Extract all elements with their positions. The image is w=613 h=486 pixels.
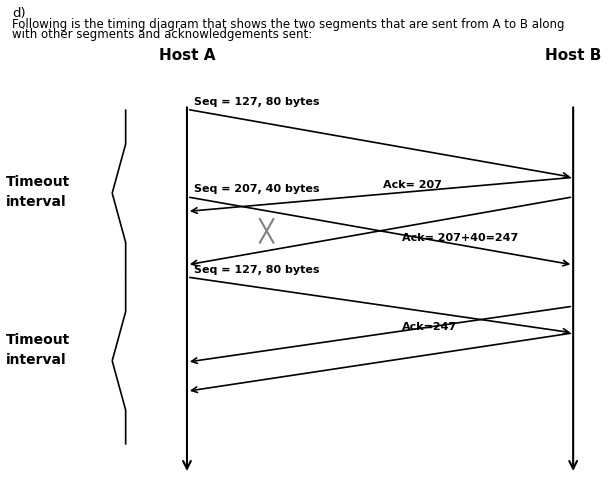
Text: Seq = 127, 80 bytes: Seq = 127, 80 bytes bbox=[194, 97, 320, 107]
Text: Timeout
interval: Timeout interval bbox=[6, 175, 70, 208]
Text: Following is the timing diagram that shows the two segments that are sent from A: Following is the timing diagram that sho… bbox=[12, 18, 565, 31]
Text: Ack= 207: Ack= 207 bbox=[383, 179, 442, 190]
Text: d): d) bbox=[12, 7, 26, 20]
Text: Seq = 127, 80 bytes: Seq = 127, 80 bytes bbox=[194, 264, 320, 275]
Text: Ack=247: Ack=247 bbox=[402, 322, 457, 332]
Text: with other segments and acknowledgements sent:: with other segments and acknowledgements… bbox=[12, 28, 313, 41]
Text: Timeout
interval: Timeout interval bbox=[6, 333, 70, 366]
Text: Seq = 207, 40 bytes: Seq = 207, 40 bytes bbox=[194, 184, 320, 194]
Text: Host B: Host B bbox=[545, 49, 601, 63]
Text: Ack= 207+40=247: Ack= 207+40=247 bbox=[402, 233, 518, 243]
Text: Host A: Host A bbox=[159, 49, 215, 63]
